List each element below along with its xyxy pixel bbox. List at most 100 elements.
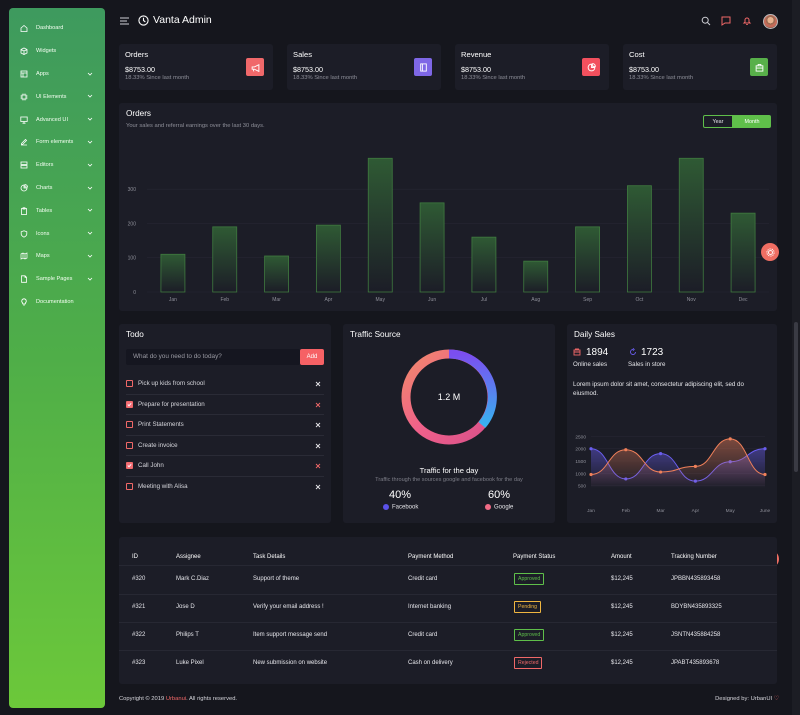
stat-subtext: 18.33% Since last month [629, 75, 694, 81]
series-2-point[interactable] [659, 470, 663, 474]
table-cell-amount: $12,245 [611, 604, 633, 610]
bar-nov[interactable] [678, 157, 704, 293]
sidebar-item-charts[interactable]: Charts [9, 177, 105, 200]
stat-title: Orders [125, 50, 149, 59]
avatar[interactable] [763, 14, 778, 29]
stat-subtext: 18.33% Since last month [461, 75, 526, 81]
table-cell-task: Support of theme [253, 576, 300, 582]
footer-brand-link[interactable]: Urbanui [165, 696, 187, 702]
series-2-point[interactable] [693, 464, 697, 468]
scrollbar-thumb[interactable] [794, 322, 798, 472]
table-header: Amount [611, 554, 632, 560]
add-todo-button[interactable]: Add [300, 349, 324, 365]
series-1-point[interactable] [763, 447, 767, 451]
series-area-2 [591, 438, 765, 488]
x-tick-label: Feb [220, 297, 229, 303]
daily-title: Daily Sales [574, 330, 615, 339]
bar-mar[interactable] [264, 255, 289, 293]
table-cell-method: Internet banking [408, 604, 452, 610]
x-tick-label: June [760, 508, 771, 514]
sidebar-item-widgets[interactable]: Widgets [9, 40, 105, 63]
stat-value: $8753.00 [629, 65, 659, 74]
series-1-point[interactable] [659, 452, 663, 456]
table-cell-assignee: Luke Pixel [176, 660, 204, 666]
table-cell-id: #322 [132, 632, 146, 638]
designed-by: Designed by: UrbanUI [715, 696, 773, 702]
todo-checkbox[interactable] [126, 441, 133, 449]
sidebar-item-apps[interactable]: Apps [9, 63, 105, 86]
bar-may[interactable] [367, 157, 393, 293]
todo-checkbox[interactable] [126, 400, 133, 408]
close-icon[interactable] [315, 484, 321, 490]
table-divider [119, 565, 777, 566]
series-2-point[interactable] [624, 448, 628, 452]
series-1-point[interactable] [589, 447, 593, 451]
menu-icon[interactable] [120, 17, 130, 25]
month-toggle[interactable]: Month [733, 115, 771, 128]
store-sales-value: 1723 [641, 347, 664, 358]
donut-center-value: 1.2 M [437, 392, 461, 402]
series-2-point[interactable] [763, 472, 767, 477]
sidebar-item-icons[interactable]: Icons [9, 222, 105, 245]
sidebar-item-form-elements[interactable]: Form elements [9, 131, 105, 154]
todo-item: Prepare for presentation [126, 395, 324, 415]
x-tick-label: Aug [531, 297, 540, 303]
table-header: Payment Status [513, 554, 556, 560]
bar-apr[interactable] [316, 224, 341, 293]
stat-subtext: 18.33% Since last month [125, 75, 190, 81]
series-2-point[interactable] [728, 437, 732, 441]
x-tick-label: Apr [325, 297, 333, 303]
settings-fab[interactable] [761, 243, 779, 261]
todo-checkbox[interactable] [126, 380, 133, 388]
year-toggle[interactable]: Year [703, 115, 733, 128]
todo-checkbox[interactable] [126, 462, 133, 470]
x-tick-label: Jan [169, 297, 177, 303]
sidebar-item-sample-pages[interactable]: Sample Pages [9, 268, 105, 291]
stat-value: $8753.00 [461, 65, 491, 74]
scrollbar[interactable] [792, 0, 800, 715]
x-tick-label: Dec [739, 297, 748, 303]
todo-checkbox[interactable] [126, 421, 133, 429]
search-icon[interactable] [701, 16, 711, 26]
sidebar-item-maps[interactable]: Maps [9, 245, 105, 268]
bar-aug[interactable] [523, 260, 549, 293]
brand[interactable]: Vanta Admin [138, 14, 212, 26]
y-tick-label: 2000 [575, 447, 586, 453]
message-icon[interactable] [721, 16, 731, 26]
sidebar-item-dashboard[interactable]: Dashboard [9, 17, 105, 40]
sidebar-item-advanced-ui[interactable]: Advanced UI [9, 108, 105, 131]
sidebar-item-ui-elements[interactable]: UI Elements [9, 85, 105, 108]
sidebar-item-label: Dashboard [36, 25, 64, 32]
todo-text: Create invoice [138, 441, 178, 449]
close-icon[interactable] [315, 463, 321, 469]
todo-input[interactable] [126, 349, 300, 365]
top-header: Vanta Admin [105, 0, 800, 44]
facebook-dot [383, 504, 389, 510]
close-icon[interactable] [315, 381, 321, 387]
sidebar-item-label: Apps [36, 70, 49, 77]
todo-checkbox[interactable] [126, 483, 133, 491]
close-icon[interactable] [315, 443, 321, 449]
bar-jul[interactable] [471, 236, 497, 293]
stat-card-orders: Orders $8753.00 18.33% Since last month [119, 44, 273, 90]
sidebar-item-label: Icons [36, 230, 50, 237]
close-icon[interactable] [315, 402, 321, 408]
sidebar-item-documentation[interactable]: Documentation [9, 291, 105, 314]
sidebar-item-editors[interactable]: Editors [9, 154, 105, 177]
sidebar-item-tables[interactable]: Tables [9, 199, 105, 222]
bell-icon[interactable] [742, 16, 752, 26]
bar-oct[interactable] [627, 185, 652, 293]
close-icon[interactable] [315, 422, 321, 428]
table-header: Payment Method [408, 554, 454, 560]
book-icon [419, 62, 427, 72]
x-tick-label: Apr [692, 508, 700, 514]
series-2-point[interactable] [589, 472, 593, 477]
bar-feb[interactable] [212, 226, 238, 293]
bar-jun[interactable] [419, 202, 445, 293]
bar-jan[interactable] [160, 253, 186, 293]
refresh-icon [630, 348, 636, 355]
facebook-legend: Facebook [383, 504, 418, 511]
bar-sep[interactable] [575, 226, 600, 293]
bar-dec[interactable] [730, 212, 756, 293]
sidebar-item-label: Widgets [36, 48, 57, 55]
